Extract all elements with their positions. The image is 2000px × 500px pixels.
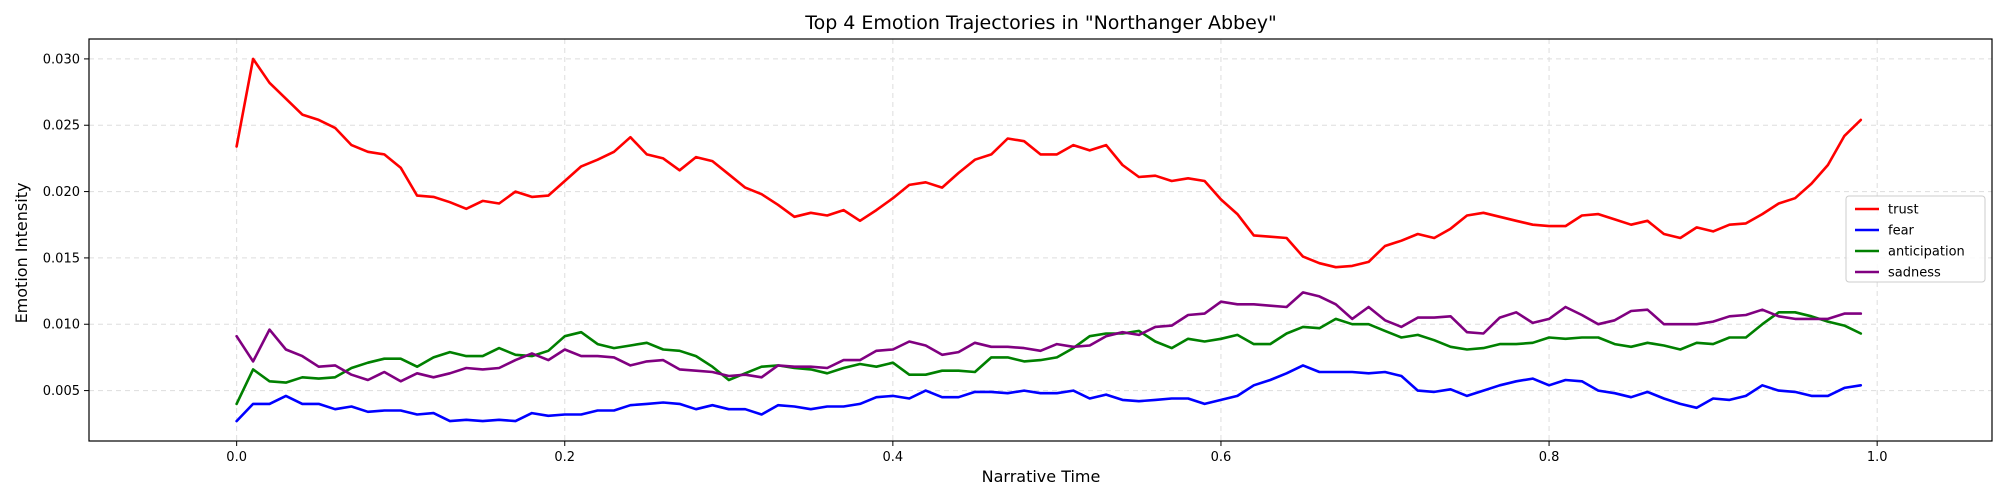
y-tick-label: 0.020 <box>43 185 80 200</box>
y-axis-label: Emotion Intensity <box>12 183 31 324</box>
legend: trust fear anticipation sadness <box>1845 195 1986 283</box>
chart-title: Top 4 Emotion Trajectories in "Northange… <box>804 12 1277 34</box>
legend-label-sadness: sadness <box>1888 266 1941 281</box>
grid-layer <box>89 39 1992 441</box>
x-tick-label: 0.2 <box>554 450 575 465</box>
series-line-trust <box>235 57 1863 269</box>
x-tick-label: 0.0 <box>226 450 247 465</box>
series-layer <box>235 57 1863 423</box>
y-tick-label: 0.010 <box>43 318 80 333</box>
legend-label-fear: fear <box>1888 224 1915 239</box>
y-tick-label: 0.015 <box>43 251 80 266</box>
legend-label-anticipation: anticipation <box>1888 245 1965 260</box>
x-tick-label: 0.8 <box>1539 450 1560 465</box>
y-tick-label: 0.030 <box>43 52 80 67</box>
legend-box <box>1845 195 1986 283</box>
x-tick-label: 0.6 <box>1211 450 1232 465</box>
legend-label-trust: trust <box>1888 203 1919 218</box>
y-tick-label: 0.005 <box>43 384 80 399</box>
series-line-anticipation <box>235 310 1863 406</box>
series-line-fear <box>235 364 1863 423</box>
ticks-layer: 0.0 0.2 0.4 0.6 0.8 1.0 0.005 0.010 0.015 0.020 0.… <box>43 52 1888 465</box>
x-axis-label: Narrative Time <box>982 467 1101 486</box>
x-tick-label: 0.4 <box>883 450 904 465</box>
plot-frame <box>88 38 1993 442</box>
y-tick-label: 0.025 <box>43 119 80 134</box>
x-tick-label: 1.0 <box>1867 450 1888 465</box>
series-line-sadness <box>235 291 1863 383</box>
